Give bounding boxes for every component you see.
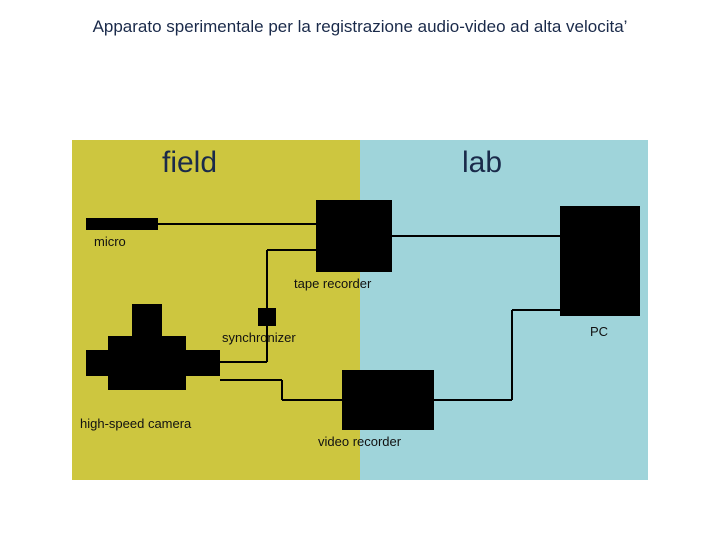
- edge-camera-sync: [220, 361, 267, 363]
- camera-top-icon: [132, 304, 162, 336]
- node-synchronizer: [258, 308, 276, 326]
- edge-camera-videorec: [281, 380, 283, 400]
- edge-camera-videorec: [282, 399, 342, 401]
- edge-tape-pc: [392, 235, 560, 237]
- edge-sync-tape: [267, 249, 316, 251]
- camera-body-icon: [108, 336, 186, 390]
- region-field-label: field: [162, 146, 217, 180]
- node-pc: [560, 206, 640, 316]
- diagram-stage: field lab micro tape recorder synchroniz…: [72, 140, 648, 480]
- label-video-recorder: video recorder: [318, 434, 401, 449]
- label-synchronizer: synchronizer: [222, 330, 296, 345]
- label-tape-recorder: tape recorder: [294, 276, 371, 291]
- edge-videorec-pc: [434, 399, 512, 401]
- label-camera: high-speed camera: [80, 416, 191, 431]
- edge-videorec-pc: [512, 309, 560, 311]
- camera-handle-icon: [86, 350, 108, 376]
- node-micro: [86, 218, 158, 230]
- node-video-recorder: [342, 370, 434, 430]
- label-pc: PC: [590, 324, 608, 339]
- edge-camera-videorec: [220, 379, 282, 381]
- edge-camera-sync: [266, 326, 268, 362]
- node-tape-recorder: [316, 200, 392, 272]
- edge-sync-tape: [266, 250, 268, 308]
- camera-lens-icon: [186, 350, 220, 376]
- page-title: Apparato sperimentale per la registrazio…: [0, 0, 720, 39]
- edge-micro-tape: [158, 223, 316, 225]
- edge-videorec-pc: [511, 310, 513, 400]
- label-micro: micro: [94, 234, 126, 249]
- region-lab-label: lab: [462, 146, 502, 180]
